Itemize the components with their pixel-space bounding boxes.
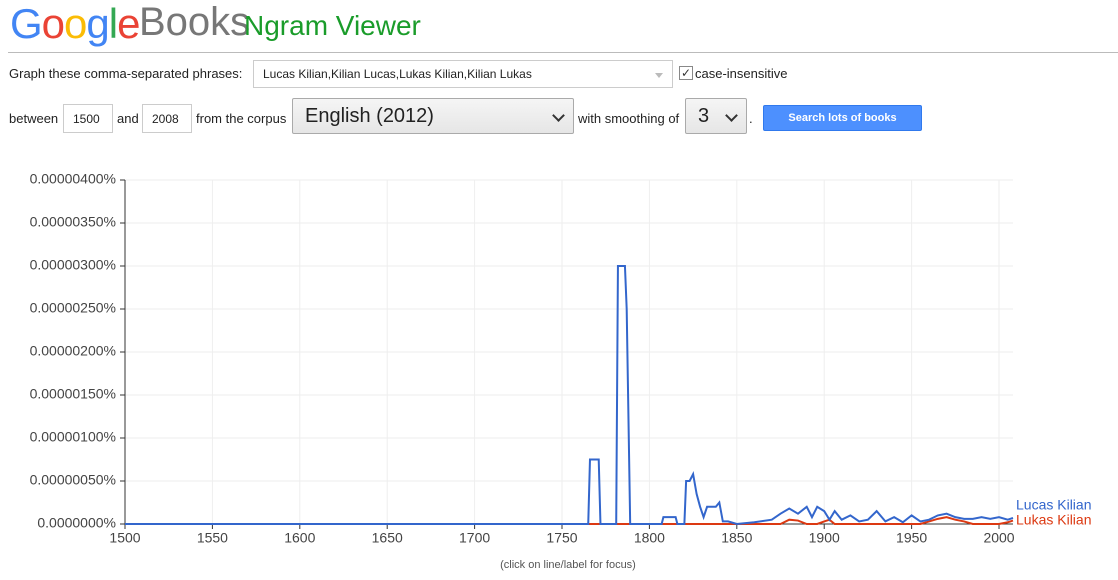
x-tick-label: 1700 — [459, 530, 490, 546]
x-tick-label: 2000 — [983, 530, 1014, 546]
chart: (click on line/label for focus) 0.000000… — [30, 171, 1092, 571]
start-year-input[interactable]: 1500 — [63, 104, 113, 133]
y-tick-label: 0.00000200% — [30, 343, 116, 359]
logo-letter: l — [108, 0, 118, 47]
x-tick-label: 1800 — [634, 530, 665, 546]
end-year-input[interactable]: 2008 — [142, 104, 192, 133]
series-line — [125, 265, 1014, 526]
start-year: 1500 — [73, 111, 100, 126]
button-label: Search lots of books — [788, 112, 897, 124]
checkbox[interactable]: ✓ — [679, 66, 693, 80]
divider — [8, 52, 1118, 53]
corpus-label: from the corpus — [196, 111, 287, 126]
x-tick-label: 1850 — [721, 530, 752, 546]
series-line — [125, 516, 1014, 525]
x-tick-label: 1600 — [284, 530, 315, 546]
chevron — [552, 109, 565, 122]
smoothing-value: 3 — [698, 104, 710, 127]
between-label: between — [9, 111, 59, 126]
y-tick-label: 0.00000400% — [30, 171, 116, 187]
search-button[interactable]: Search lots of books — [763, 105, 922, 131]
and-label: and — [117, 111, 139, 126]
x-tick-label: 1900 — [809, 530, 840, 546]
x-tick-label: 1950 — [896, 530, 927, 546]
logo-letter: o — [41, 0, 65, 47]
dropdown-arrow — [655, 73, 663, 78]
logo-letter: g — [86, 0, 109, 47]
chart-note: (click on line/label for focus) — [500, 559, 636, 571]
end-year: 2008 — [152, 111, 179, 126]
y-tick-label: 0.00000100% — [30, 429, 116, 445]
x-tick-label: 1750 — [546, 530, 577, 546]
y-tick-label: 0.00000050% — [30, 472, 116, 488]
logo-letter: o — [64, 0, 87, 47]
y-tick-label: 0.00000150% — [30, 386, 116, 402]
legend-label: Lukas Kilian — [1016, 512, 1092, 528]
phrases-text: Lucas Kilian,Kilian Lucas,Lukas Kilian,K… — [263, 67, 532, 81]
phrases-input[interactable]: Lucas Kilian,Kilian Lucas,Lukas Kilian,K… — [253, 60, 673, 88]
logo-letter: G — [10, 0, 43, 47]
smoothing-select[interactable]: 3 — [685, 98, 747, 134]
y-tick-label: 0.00000250% — [30, 300, 116, 316]
logo-letter: e — [117, 0, 140, 47]
legend-label: Lucas Kilian — [1016, 497, 1092, 513]
logo[interactable]: Google — [10, 0, 140, 48]
x-tick-label: 1500 — [109, 530, 140, 546]
period: . — [749, 111, 753, 126]
case-label: case-insensitive — [695, 66, 788, 81]
smoothing-label: with smoothing of — [578, 111, 680, 126]
y-tick-label: 0.00000350% — [30, 214, 116, 230]
corpus-select[interactable]: English (2012) — [292, 98, 574, 134]
chevron — [725, 109, 738, 122]
logo-product: Books — [139, 0, 251, 44]
x-tick-label: 1650 — [372, 530, 403, 546]
y-tick-label: 0.00000300% — [30, 257, 116, 273]
x-tick-label: 1550 — [197, 530, 228, 546]
corpus-value: English (2012) — [305, 104, 434, 127]
app-title: Ngram Viewer — [244, 10, 421, 41]
phrases-label: Graph these comma-separated phrases: — [9, 66, 243, 81]
y-tick-label: 0.0000000% — [37, 515, 116, 531]
